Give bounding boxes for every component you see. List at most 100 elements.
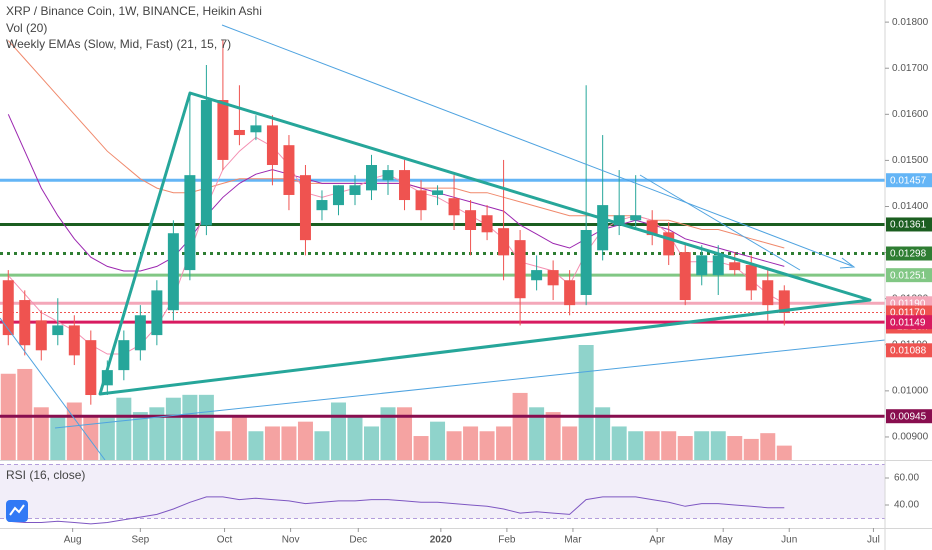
volume-bar [99, 416, 115, 460]
x-tick-label: Apr [649, 535, 665, 546]
volume-bar [529, 407, 545, 460]
level-badge [886, 173, 932, 188]
level-badge [886, 246, 932, 261]
volume-bar [628, 431, 644, 460]
x-tick-label: May [714, 535, 733, 546]
axis-layer: 0.01800 0.01700 0.01600 0.01500 0.01400 0.013… [64, 17, 932, 546]
volume-bar [264, 426, 280, 460]
volume-bar [644, 431, 660, 460]
volume-bar [116, 397, 132, 460]
level-badge [886, 343, 932, 358]
volume-bar [347, 416, 363, 460]
x-tick-label: Nov [282, 535, 300, 546]
candle-body [134, 315, 146, 351]
candle-body [332, 185, 344, 206]
volume-bar [562, 426, 578, 460]
candle-body [448, 198, 460, 216]
volume-bar [330, 402, 346, 460]
level-label: 0.01251 [890, 270, 927, 281]
rsi-label: RSI (16, close) [6, 468, 85, 482]
candle-body [35, 320, 47, 351]
candle-body [729, 262, 741, 271]
rsi-band [0, 464, 885, 519]
volume-bar [496, 426, 512, 460]
volume-bar [694, 431, 710, 460]
volume-layer [0, 345, 792, 460]
volume-bar [710, 431, 726, 460]
candle-body [101, 370, 113, 386]
level-layer [0, 178, 885, 418]
volume-bar [479, 431, 495, 460]
candle-body [679, 252, 691, 301]
volume-bar [776, 445, 792, 460]
y-tick-label: 0.01700 [892, 63, 929, 74]
candle-body [663, 232, 675, 256]
volume-bar [661, 431, 677, 460]
trend-line [639, 174, 801, 271]
ema-label: Weekly EMAs (Slow, Mid, Fast) (21, 15, 7… [6, 37, 231, 51]
candle-body [52, 325, 64, 336]
volume-bar [446, 431, 462, 460]
candle-body [432, 190, 444, 195]
volume-bar [364, 426, 380, 460]
volume-bar [545, 412, 561, 460]
volume-bar [397, 407, 413, 460]
candle-layer [2, 40, 790, 405]
candle-body [580, 230, 592, 295]
triangle-pattern [98, 91, 872, 396]
candle-body [85, 340, 97, 396]
x-tick-label: Sep [131, 535, 149, 546]
candle-body [184, 175, 196, 271]
candle-body [217, 100, 229, 160]
level-label: 0.01088 [890, 345, 927, 356]
rsi-layer [0, 463, 885, 525]
volume-bar [165, 397, 181, 460]
candle-body [564, 280, 576, 306]
candle-body [399, 170, 411, 201]
x-tick-label: Feb [498, 535, 516, 546]
x-tick-label: Mar [564, 535, 582, 546]
candle-body [382, 170, 394, 181]
y-tick-label: 0.01000 [892, 386, 929, 397]
candle-body [151, 290, 163, 336]
volume-bar [297, 421, 313, 460]
candle-body [597, 205, 609, 251]
y-tick-label: 0.01800 [892, 17, 929, 28]
x-tick-label: Aug [64, 535, 82, 546]
volume-bar [198, 394, 214, 460]
volume-bar [677, 436, 693, 460]
volume-label: Vol (20) [6, 21, 47, 35]
level-label: 0.01170 [890, 308, 926, 319]
candle-body [465, 210, 477, 230]
level-badge [886, 217, 932, 232]
x-tick-label: Dec [349, 535, 367, 546]
level-label: 0.00945 [890, 411, 927, 422]
volume-bar [463, 426, 479, 460]
volume-bar [430, 421, 446, 460]
candle-body [233, 129, 245, 136]
volume-bar [727, 436, 743, 460]
volume-bar [33, 407, 49, 460]
volume-bar [50, 416, 66, 460]
candle-body [2, 280, 14, 336]
candle-body [778, 290, 790, 313]
volume-bar [182, 394, 198, 460]
candle-body [366, 165, 378, 191]
x-tick-label: Jun [781, 535, 797, 546]
level-label: 0.01298 [890, 249, 927, 260]
candle-body [316, 200, 328, 211]
candle-body [349, 185, 361, 195]
level-badge [886, 409, 932, 424]
candle-body [283, 145, 295, 195]
level-label: 0.01457 [890, 175, 927, 186]
candle-body [745, 265, 757, 291]
level-label: 0.01361 [890, 220, 927, 231]
volume-bar [380, 407, 396, 460]
candle-body [415, 190, 427, 211]
candle-body [547, 270, 559, 286]
volume-bar [83, 416, 99, 460]
candle-body [481, 215, 493, 233]
x-tick-label: Jul [867, 535, 880, 546]
level-badge [886, 268, 932, 283]
